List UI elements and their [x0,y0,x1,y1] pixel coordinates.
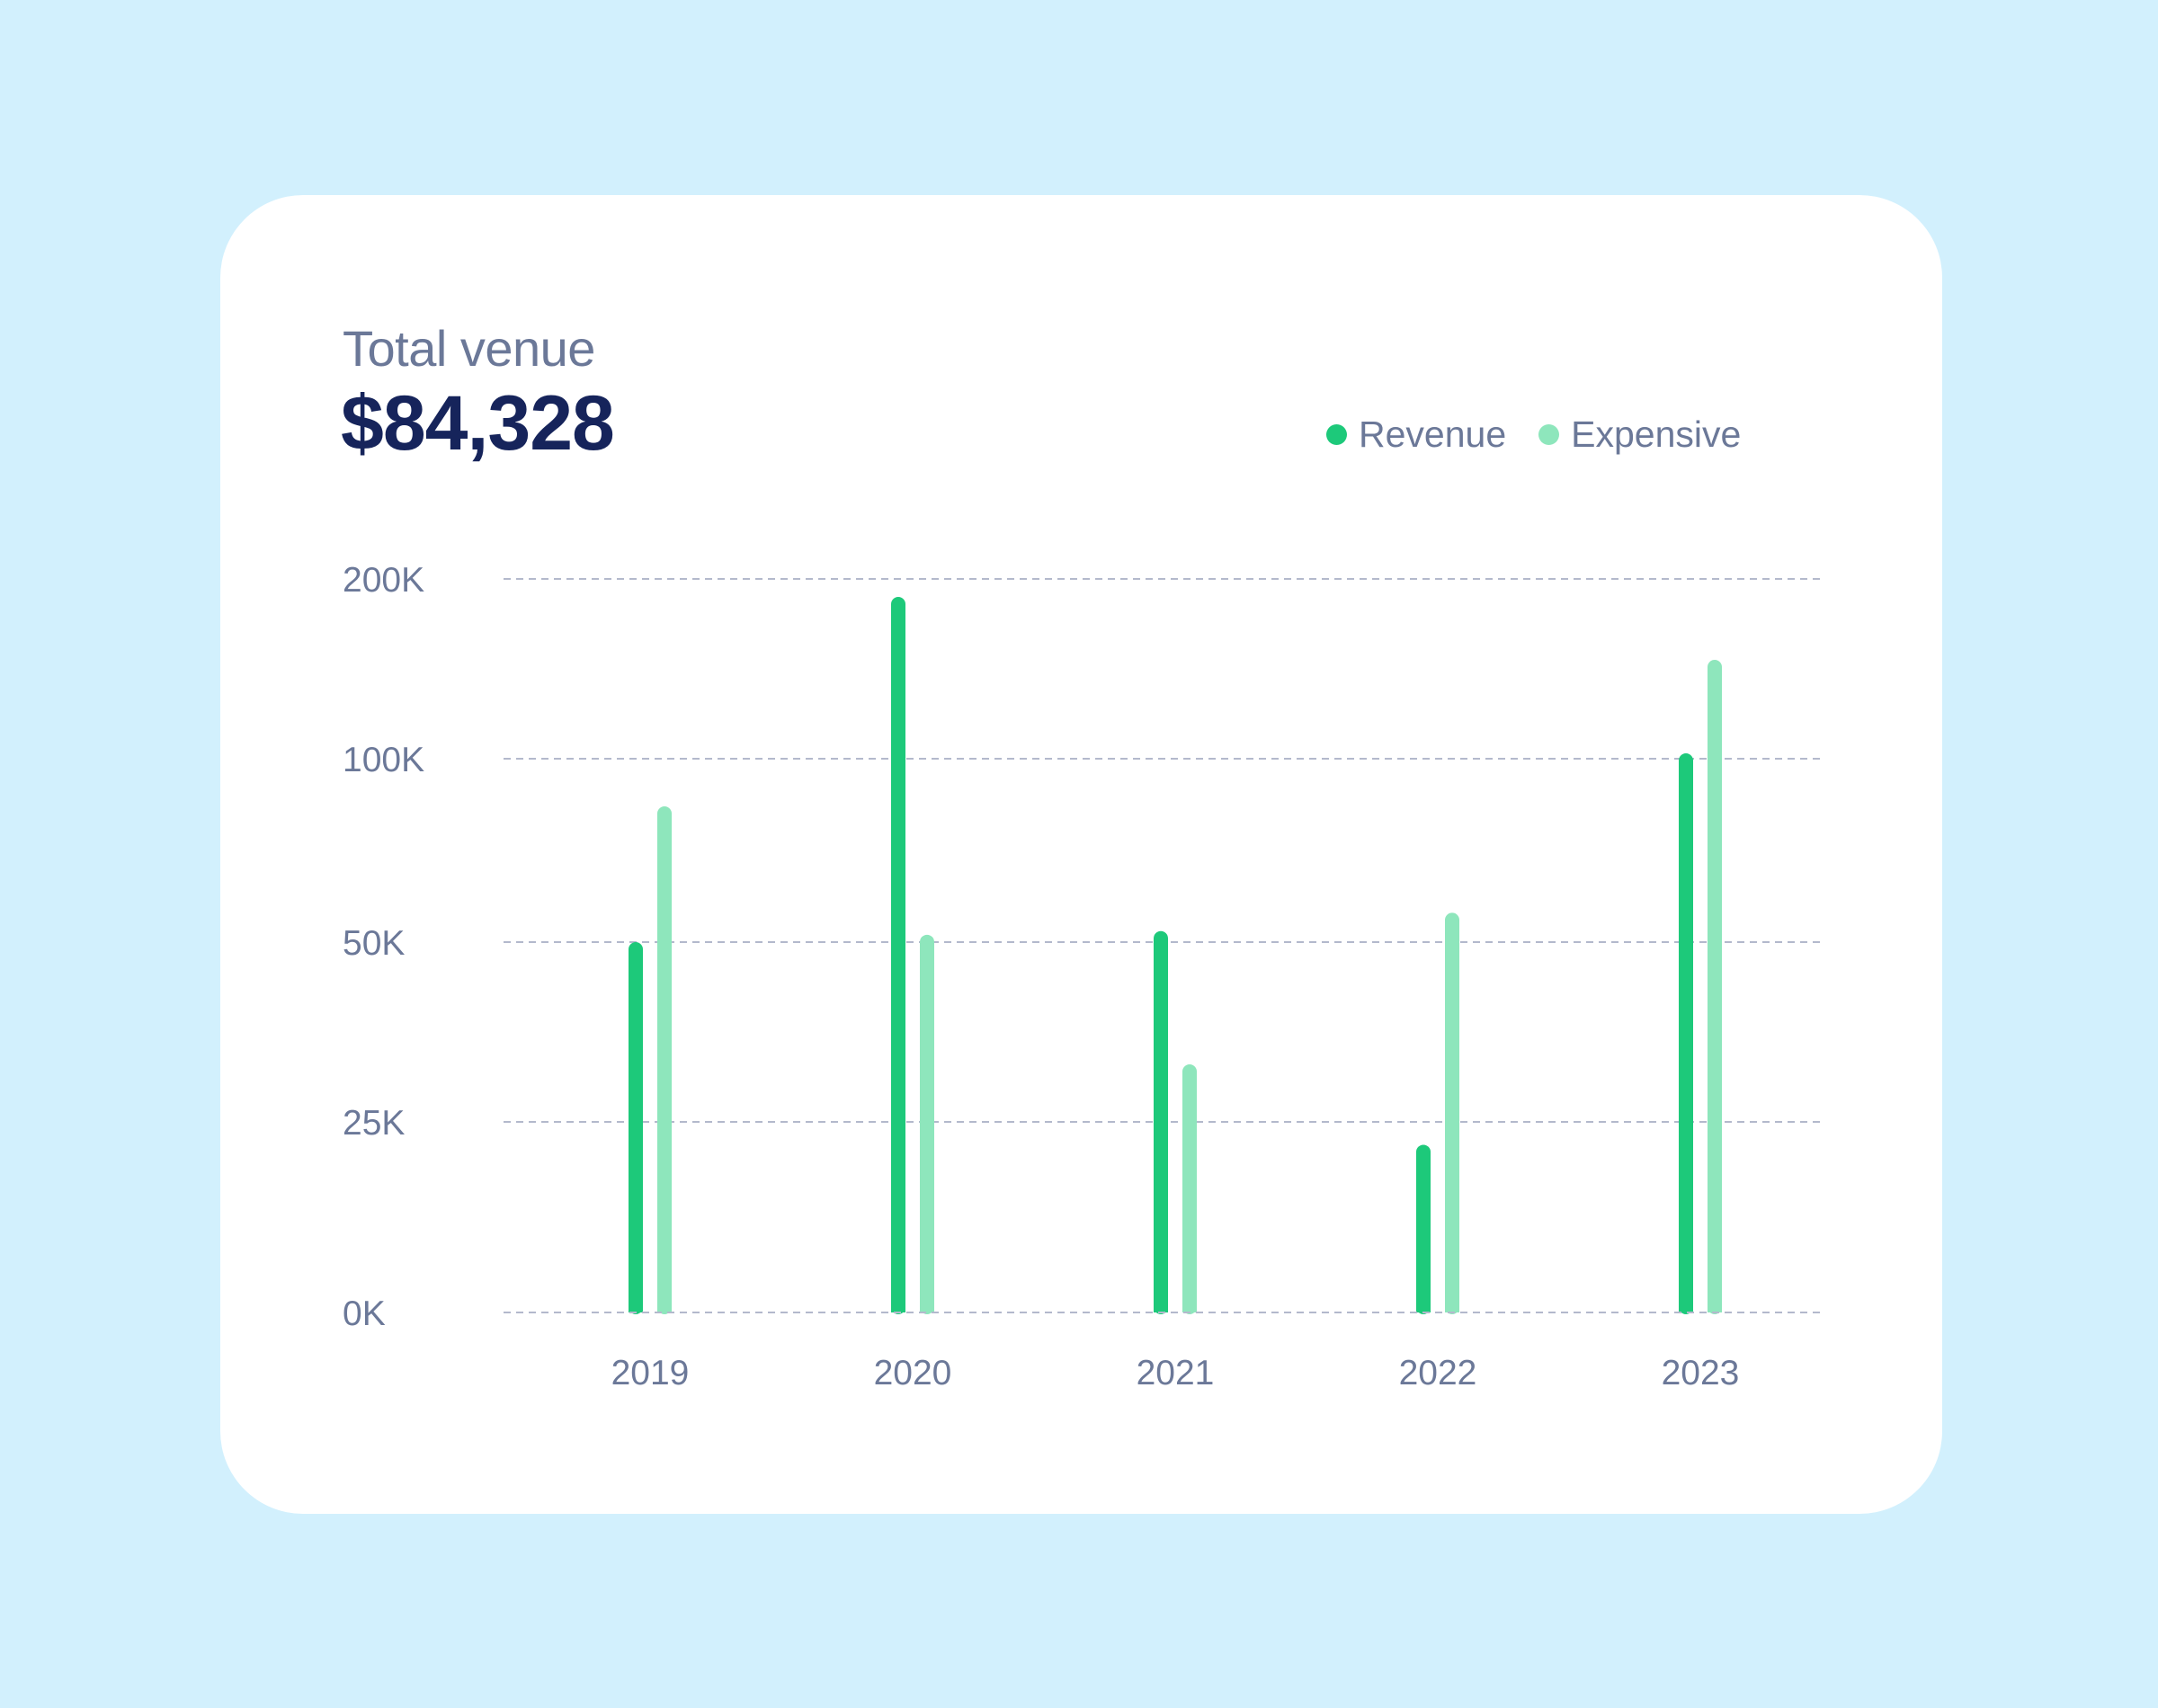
y-tick-label: 0K [343,1294,386,1333]
legend-item-revenue[interactable]: Revenue [1326,414,1506,456]
bar-base-revenue-2022 [1416,1305,1431,1312]
bar-base-revenue-2021 [1154,1305,1168,1312]
y-tick-label: 100K [343,741,424,779]
bar-expensive-2023[interactable] [1708,660,1722,1314]
expensive-dot-icon [1538,424,1560,445]
bar-revenue-2019[interactable] [629,942,643,1314]
x-tick-label: 2023 [1662,1354,1740,1392]
total-value: $84,328 [341,380,615,467]
revenue-dot-icon [1326,424,1347,445]
bar-base-revenue-2023 [1679,1305,1693,1312]
bar-revenue-2021[interactable] [1154,930,1168,1314]
bar-expensive-2019[interactable] [657,806,672,1314]
chart-legend: Revenue Expensive [1326,414,1773,456]
bar-base-expensive-2023 [1708,1305,1722,1312]
bar-base-expensive-2021 [1182,1305,1197,1312]
chart-card: Total venue $84,328 Revenue Expensive 0K… [220,195,1942,1514]
x-tick-label: 2022 [1399,1354,1477,1392]
legend-label-revenue: Revenue [1359,414,1507,455]
x-tick-label: 2021 [1137,1354,1215,1392]
bar-revenue-2023[interactable] [1679,753,1693,1314]
bar-revenue-2020[interactable] [891,597,905,1314]
bar-base-expensive-2019 [657,1305,672,1312]
card-title: Total venue [343,320,595,377]
bar-base-expensive-2020 [920,1305,934,1312]
x-tick-label: 2020 [874,1354,952,1392]
bar-expensive-2021[interactable] [1182,1064,1197,1314]
legend-label-expensive: Expensive [1571,414,1742,455]
legend-item-expensive[interactable]: Expensive [1538,414,1741,456]
bar-base-expensive-2022 [1445,1305,1459,1312]
bar-base-revenue-2019 [629,1305,643,1312]
y-tick-label: 200K [343,561,424,600]
bar-chart: 0K 25K 50K 100K 200K 2019 2020 2021 2022 2023 [343,561,1825,1392]
x-tick-label: 2019 [611,1354,690,1392]
y-tick-label: 50K [343,924,405,963]
bar-expensive-2022[interactable] [1445,912,1459,1314]
y-tick-label: 25K [343,1104,405,1143]
bar-expensive-2020[interactable] [920,934,934,1314]
bar-base-revenue-2020 [891,1305,905,1312]
bar-revenue-2022[interactable] [1416,1144,1431,1314]
